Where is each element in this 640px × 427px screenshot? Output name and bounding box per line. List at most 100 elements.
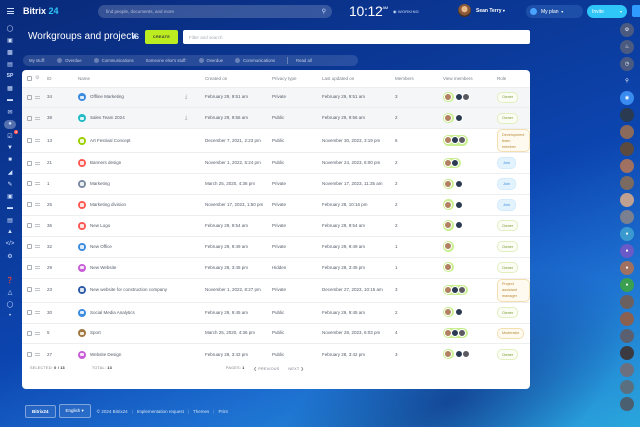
view-members[interactable] xyxy=(443,327,470,339)
logo[interactable]: Bitrix 24 xyxy=(23,6,59,16)
role-badge[interactable]: Join xyxy=(497,178,516,191)
view-members[interactable] xyxy=(443,241,456,252)
counter-other-communications[interactable]: Communications xyxy=(235,58,275,63)
sidebar-item-workgroups[interactable]: ● xyxy=(0,118,20,130)
member-group[interactable] xyxy=(443,327,468,339)
member-avatar[interactable] xyxy=(455,113,463,122)
sidebar-item-feed[interactable]: ▣ xyxy=(0,34,20,46)
counter-my-overdue[interactable]: Overdue xyxy=(57,58,82,63)
row-name-cell[interactable]: Website Design xyxy=(78,343,185,365)
row-checkbox[interactable] xyxy=(27,264,32,270)
language-selector[interactable]: English ▾ xyxy=(58,404,91,418)
row-checkbox[interactable] xyxy=(27,181,32,187)
group-chat-icon[interactable]: ● xyxy=(620,227,634,241)
row-menu-icon[interactable] xyxy=(35,203,40,207)
row-name-cell[interactable]: New Logo xyxy=(78,214,185,237)
table-row[interactable]: 21 Banners design November 1, 2022, 5:24 p… xyxy=(22,152,530,174)
filter-search-input[interactable]: Filter and search xyxy=(183,30,530,44)
project-name[interactable]: Website Design xyxy=(90,351,122,357)
view-members[interactable] xyxy=(443,178,463,189)
row-checkbox[interactable] xyxy=(27,287,32,293)
pin-icon[interactable]: ⤓ xyxy=(185,94,188,101)
sidebar-item-dot[interactable]: • xyxy=(0,310,20,322)
view-members[interactable] xyxy=(443,157,463,168)
row-name-cell[interactable]: Banners design xyxy=(78,152,185,174)
row-checkbox[interactable] xyxy=(27,244,32,250)
sidebar-item-calendar[interactable]: ▤ xyxy=(0,58,20,70)
member-group[interactable] xyxy=(443,112,454,124)
member-avatar[interactable] xyxy=(455,221,463,230)
member-avatar[interactable] xyxy=(462,350,470,359)
row-checkbox[interactable] xyxy=(27,94,32,100)
member-avatar[interactable] xyxy=(455,200,463,209)
gear-icon[interactable]: ⚙ xyxy=(35,75,40,82)
member-group[interactable] xyxy=(443,157,461,168)
row-name-cell[interactable]: New Office xyxy=(78,235,185,258)
member-group[interactable] xyxy=(443,199,454,210)
view-members[interactable] xyxy=(443,135,470,146)
sidebar-item-docs[interactable]: ▦ xyxy=(0,82,20,94)
contact-avatar[interactable] xyxy=(620,346,634,360)
row-menu-icon[interactable] xyxy=(35,331,40,335)
row-name-cell[interactable]: Offline Marketing xyxy=(78,86,185,108)
row-menu-icon[interactable] xyxy=(35,139,40,143)
row-menu-icon[interactable] xyxy=(35,265,40,269)
counter-my-communications[interactable]: Communications xyxy=(93,58,134,63)
member-group[interactable] xyxy=(443,178,454,189)
project-name[interactable]: Marketing division xyxy=(90,202,127,208)
contact-avatar[interactable] xyxy=(620,142,634,156)
contact-avatar[interactable] xyxy=(620,380,634,394)
table-row[interactable]: 36 New Logo February 29, 9:54 am Private Feb… xyxy=(22,214,530,237)
user-menu[interactable]: Sean Terry ▾ xyxy=(458,4,505,17)
row-checkbox[interactable] xyxy=(27,115,32,121)
view-members[interactable] xyxy=(443,91,470,103)
group-chat-icon[interactable]: ● xyxy=(620,244,634,258)
project-name[interactable]: Sales Team 2024 xyxy=(90,115,125,121)
global-search-input[interactable]: find people, documents, and more ⚲ xyxy=(98,5,332,18)
row-name-cell[interactable]: Sales Team 2024 xyxy=(78,107,185,129)
member-group[interactable] xyxy=(443,349,454,360)
row-checkbox[interactable] xyxy=(27,138,32,144)
row-name-cell[interactable]: Sport xyxy=(78,322,185,344)
role-badge[interactable]: Join xyxy=(497,157,516,170)
project-name[interactable]: New Office xyxy=(90,243,112,249)
column-header-privacy[interactable]: Privacy type xyxy=(272,75,297,81)
previous-page-button[interactable]: ❮ PREVIOUS xyxy=(253,366,280,371)
sidebar-item-more[interactable]: ◯ xyxy=(0,298,20,310)
table-row[interactable]: 5 Sport March 25, 2020, 4:36 pm Public Novem… xyxy=(22,322,530,344)
row-menu-icon[interactable] xyxy=(35,352,40,356)
next-page-button[interactable]: NEXT ❯ xyxy=(288,366,304,371)
row-checkbox[interactable] xyxy=(27,160,32,166)
contact-avatar[interactable] xyxy=(620,159,634,173)
contact-avatar[interactable] xyxy=(620,193,634,207)
contact-avatar[interactable] xyxy=(620,295,634,309)
column-header-name[interactable]: Name xyxy=(78,75,91,81)
column-header-id[interactable]: ID xyxy=(47,75,52,81)
contact-avatar[interactable] xyxy=(620,312,634,326)
help-button[interactable] xyxy=(632,5,640,17)
contact-avatar[interactable] xyxy=(620,108,634,122)
sidebar-item-pass[interactable]: ▣ xyxy=(0,190,20,202)
view-members[interactable] xyxy=(443,306,463,318)
sidebar-item-sitemap[interactable]: △ xyxy=(0,286,20,298)
search-icon[interactable]: ⚲ xyxy=(625,78,629,84)
project-name[interactable]: Art Festival Concept xyxy=(90,137,131,143)
row-menu-icon[interactable] xyxy=(35,310,40,314)
column-header-created[interactable]: Created on xyxy=(205,75,228,81)
sidebar-item-cart[interactable]: ◢ xyxy=(0,166,20,178)
project-name[interactable]: Social Media Analytics xyxy=(90,309,135,315)
project-name[interactable]: Marketing xyxy=(90,181,110,187)
role-badge[interactable]: Join xyxy=(497,199,516,211)
contact-avatar[interactable] xyxy=(620,363,634,377)
sidebar-item-box[interactable]: ▬ xyxy=(0,202,20,214)
themes-link[interactable]: Themes xyxy=(193,408,210,414)
column-header-members[interactable]: Members xyxy=(395,75,414,81)
contact-avatar[interactable] xyxy=(620,397,634,411)
row-name-cell[interactable]: Marketing xyxy=(78,173,185,195)
table-row[interactable]: 13 Art Festival Concept December 7, 2021, … xyxy=(22,128,530,153)
print-link[interactable]: Print xyxy=(218,408,228,414)
row-name-cell[interactable]: Art Festival Concept xyxy=(78,128,185,153)
bitrix24-footer-logo[interactable]: Bitrix24 xyxy=(25,404,56,418)
row-name-cell[interactable]: Marketing division xyxy=(78,194,185,216)
row-name-cell[interactable]: New website for construction company xyxy=(78,277,185,303)
